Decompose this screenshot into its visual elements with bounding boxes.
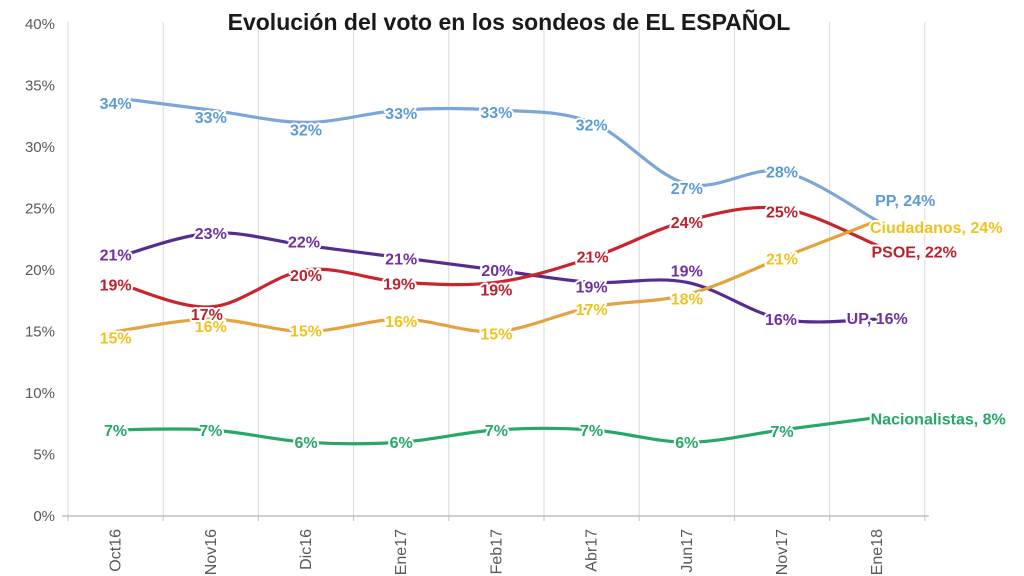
data-label-ciudadanos: 15% (100, 331, 132, 348)
data-labels: 34% 33% 32% 33% 33% 32% 27% 28% PP, 24% 15% 16% 15%… (98, 94, 1008, 454)
x-axis-tick-label: Nov17 (774, 529, 791, 575)
x-axis-tick-label: Nov16 (203, 529, 220, 575)
data-label-up: 23% (195, 226, 227, 243)
x-axis-tick-label: Ene18 (869, 529, 886, 575)
x-axis-tick-label: Feb17 (488, 529, 505, 574)
data-label-nacionalistas: 7% (199, 423, 222, 440)
data-label-pp: 33% (385, 106, 417, 123)
x-axis-tick-label: Oct16 (108, 529, 125, 572)
data-label-psoe: 17% (191, 307, 223, 324)
data-label-ciudadanos: 15% (480, 327, 512, 344)
data-label-psoe: 21% (577, 250, 609, 267)
data-label-pp: 27% (671, 181, 703, 198)
y-axis-tick-label: 20% (25, 262, 55, 279)
data-label-ciudadanos: 21% (766, 252, 798, 269)
y-axis-tick-label: 0% (33, 508, 55, 525)
data-label-pp: 28% (766, 165, 798, 182)
series-line-psoe (114, 205, 879, 309)
y-axis-tick-label: 40% (25, 16, 55, 33)
data-label-psoe: 19% (480, 282, 512, 299)
data-label-up: 16% (765, 312, 797, 329)
data-label-pp: 33% (195, 110, 227, 127)
series-line-pp (114, 96, 879, 223)
data-label-nacionalistas: 7% (485, 423, 508, 440)
data-label-psoe: 20% (290, 268, 322, 285)
data-label-ciudadanos: 16% (195, 319, 227, 336)
x-axis-tick-label: Abr17 (584, 529, 601, 572)
data-label-ciudadanos: 17% (576, 302, 608, 319)
data-label-pp: 34% (100, 96, 132, 113)
data-label-pp: 33% (480, 105, 512, 122)
data-label-nacionalistas: 7% (580, 423, 603, 440)
series-line-ciudadanos (114, 219, 879, 334)
y-axis-tick-label: 10% (25, 385, 55, 402)
data-label-pp: 32% (576, 117, 608, 134)
y-axis-tick-label: 15% (25, 324, 55, 341)
data-label-ciudadanos: 16% (385, 314, 417, 331)
y-axis-tick-label: 30% (25, 139, 55, 156)
data-label-up: 21% (385, 252, 417, 269)
data-label-up: 20% (481, 263, 513, 280)
data-label-nacionalistas: 6% (294, 435, 317, 452)
data-label-psoe: 19% (100, 277, 132, 294)
data-label-psoe: 24% (671, 215, 703, 232)
series-line-up (114, 231, 879, 324)
series-end-label-psoe: PSOE, 22% (872, 244, 957, 261)
data-label-nacionalistas: 7% (104, 423, 127, 440)
x-axis-tick-label: Dic16 (298, 529, 315, 570)
data-label-up: 21% (100, 248, 132, 265)
data-label-pp: 32% (290, 122, 322, 139)
series-end-label-pp: PP, 24% (875, 193, 935, 210)
series-end-label-ciudadanos: Ciudadanos, 24% (870, 220, 1002, 237)
data-label-up: 22% (288, 234, 320, 251)
data-label-nacionalistas: 7% (770, 424, 793, 441)
y-axis-tick-label: 5% (33, 447, 55, 464)
y-axis-tick-label: 35% (25, 78, 55, 95)
data-label-up: 19% (671, 263, 703, 280)
series-end-label-nacionalistas: Nacionalistas, 8% (871, 412, 1006, 429)
y-axis-tick-label: 25% (25, 201, 55, 218)
x-axis-tick-label: Jun17 (679, 529, 696, 573)
series-end-label-up: UP, 16% (847, 311, 908, 328)
chart-title: Evolución del voto en los sondeos de EL … (228, 8, 791, 35)
data-label-psoe: 19% (383, 276, 415, 293)
x-axis-tick-label: Ene17 (393, 529, 410, 575)
data-label-nacionalistas: 6% (675, 435, 698, 452)
data-label-ciudadanos: 18% (671, 292, 703, 309)
data-label-psoe: 25% (766, 205, 798, 222)
series-lines (114, 96, 879, 446)
series-line-nacionalistas (114, 416, 879, 446)
axes: 0% 5% 10% 15% 20% 25% 30% 35% 40% Oct16 Nov16 Dic16… (25, 16, 929, 575)
data-label-ciudadanos: 15% (290, 324, 322, 341)
data-label-nacionalistas: 6% (390, 435, 413, 452)
data-label-up: 19% (576, 279, 608, 296)
